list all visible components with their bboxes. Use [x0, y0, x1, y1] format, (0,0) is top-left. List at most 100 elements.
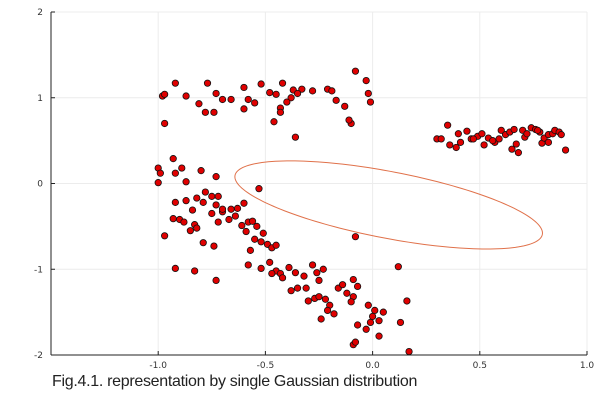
data-point	[351, 67, 360, 75]
data-point	[182, 92, 190, 100]
data-point	[313, 269, 321, 277]
data-point	[203, 79, 212, 87]
data-point	[240, 199, 248, 207]
data-point	[454, 130, 462, 138]
data-point	[244, 95, 252, 104]
data-points	[154, 67, 570, 356]
data-point	[248, 217, 257, 225]
data-point	[180, 218, 188, 226]
data-point	[218, 205, 227, 213]
data-point	[255, 185, 263, 193]
data-point	[193, 194, 201, 202]
data-point	[199, 239, 207, 247]
data-point	[308, 261, 317, 269]
data-point	[154, 179, 162, 187]
data-point	[534, 126, 542, 134]
data-point	[349, 275, 357, 284]
data-point	[186, 227, 194, 235]
data-point	[347, 298, 355, 306]
x-tick-label: -1.0	[149, 361, 167, 370]
data-point	[328, 87, 336, 95]
data-point	[304, 297, 312, 305]
data-point	[201, 108, 209, 116]
data-point	[214, 218, 222, 226]
data-point	[257, 80, 265, 88]
data-point	[199, 198, 207, 206]
figure-caption: Fig.4.1. representation by single Gaussi…	[52, 373, 418, 390]
data-point	[278, 79, 287, 87]
grid-lines	[51, 11, 588, 356]
gaussian-ellipse-layer	[234, 160, 543, 250]
data-point	[403, 297, 411, 305]
x-tick-label: -0.5	[257, 361, 275, 370]
y-tick-label: -2	[34, 351, 43, 361]
data-point	[353, 321, 362, 329]
data-point	[169, 215, 177, 223]
axes	[50, 11, 588, 356]
data-point	[321, 295, 330, 303]
data-point	[278, 274, 287, 282]
data-point	[315, 276, 323, 284]
data-point	[557, 131, 565, 139]
data-point	[257, 264, 265, 272]
data-point	[308, 87, 317, 95]
data-point	[212, 89, 220, 98]
data-point	[257, 238, 265, 246]
data-point	[238, 221, 246, 230]
data-point	[195, 100, 203, 108]
data-point	[182, 178, 190, 186]
data-point	[366, 318, 375, 327]
data-point	[259, 229, 267, 237]
data-point	[497, 126, 505, 134]
data-point	[156, 169, 164, 177]
data-point	[446, 141, 454, 149]
data-point	[212, 201, 220, 209]
y-tick-label: 2	[37, 8, 43, 18]
data-point	[495, 135, 503, 143]
data-point	[394, 263, 402, 271]
data-point	[523, 130, 531, 138]
data-point	[456, 138, 465, 146]
data-point	[161, 119, 169, 128]
data-point	[437, 135, 445, 143]
data-point	[343, 289, 351, 297]
data-point	[231, 212, 239, 220]
data-point	[191, 267, 199, 275]
x-tick-label: 0.5	[473, 361, 487, 370]
data-point	[351, 233, 360, 241]
data-point	[512, 140, 520, 148]
data-point	[225, 215, 233, 224]
data-point	[508, 145, 516, 153]
data-point	[368, 312, 377, 321]
data-point	[212, 173, 220, 181]
data-point	[270, 118, 278, 126]
data-point	[332, 96, 340, 104]
data-point	[317, 315, 325, 323]
data-point	[210, 108, 218, 116]
tick-labels: -1.0 -0.5 0.0 0.5 1.0 -2 -1 0 1 2	[34, 8, 594, 370]
data-point	[345, 116, 353, 124]
data-point	[210, 242, 218, 250]
data-point	[218, 95, 227, 104]
data-point	[161, 232, 169, 240]
data-point	[276, 108, 285, 116]
data-point	[364, 89, 372, 98]
data-point	[353, 282, 362, 290]
data-point	[240, 83, 248, 92]
data-point	[251, 99, 259, 107]
data-point	[544, 138, 553, 146]
data-point	[293, 284, 302, 292]
data-point	[244, 261, 252, 269]
data-point	[366, 98, 375, 106]
data-point	[214, 192, 222, 200]
data-point	[364, 301, 372, 309]
data-point	[469, 135, 477, 143]
data-point	[302, 284, 310, 292]
data-point	[266, 89, 274, 97]
x-tick-label: 0.0	[365, 361, 380, 370]
data-point	[171, 169, 179, 177]
y-tick-label: -1	[34, 265, 43, 275]
data-point	[161, 90, 169, 98]
data-point	[561, 146, 570, 154]
data-point	[338, 281, 347, 289]
